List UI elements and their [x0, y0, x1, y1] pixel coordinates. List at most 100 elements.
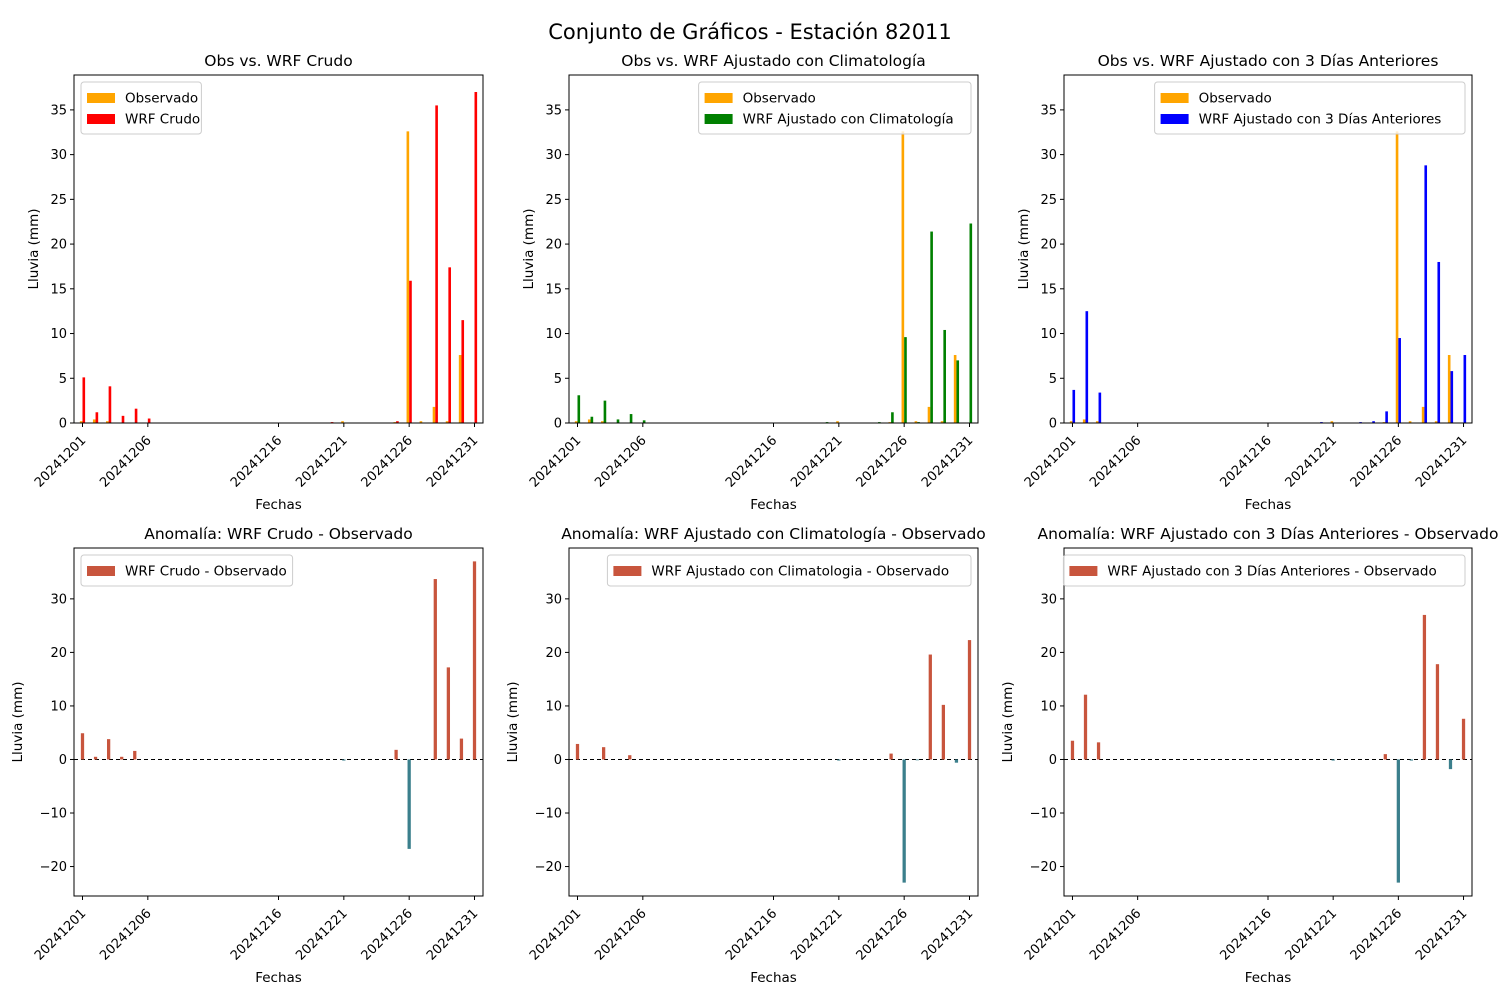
- bar: [342, 759, 346, 761]
- bar: [1422, 614, 1427, 760]
- y-axis-label: Lluvia (mm): [1016, 209, 1032, 290]
- bar: [577, 395, 581, 423]
- y-tick-label: 10: [1040, 699, 1057, 714]
- bar: [92, 419, 96, 423]
- bar: [928, 654, 932, 760]
- subplot-title: Anomalía: WRF Crudo - Observado: [144, 525, 413, 543]
- y-tick-label: 10: [50, 327, 67, 342]
- y-tick-label: 35: [545, 103, 562, 118]
- y-axis-label: Lluvia (mm): [10, 682, 26, 763]
- legend-swatch: [1160, 93, 1189, 103]
- bar: [1095, 421, 1099, 423]
- y-tick-label: 5: [59, 372, 67, 387]
- y-tick-label: 35: [1040, 103, 1057, 118]
- bar: [1409, 759, 1414, 761]
- x-axis-label: Fechas: [750, 970, 797, 986]
- bar: [1421, 406, 1425, 423]
- bar: [967, 640, 972, 760]
- bar: [1096, 742, 1101, 760]
- legend-swatch: [613, 566, 642, 576]
- bar: [837, 759, 841, 761]
- y-tick-label: 15: [545, 282, 562, 297]
- bar: [914, 421, 918, 423]
- y-tick-label: 5: [1049, 372, 1057, 387]
- subplot-title: Obs vs. WRF Crudo: [204, 52, 352, 70]
- legend-label: Observado: [743, 91, 816, 107]
- y-tick-label: 20: [545, 238, 562, 253]
- bar: [902, 759, 906, 883]
- y-tick-label: 30: [1040, 592, 1057, 607]
- y-tick-label: 10: [50, 699, 67, 714]
- bar: [1072, 389, 1076, 423]
- legend-label: Observado: [125, 91, 198, 107]
- subplot-title: Obs vs. WRF Ajustado con Climatología: [621, 52, 926, 70]
- legend-box: [1154, 81, 1466, 135]
- bar: [79, 421, 83, 423]
- y-tick-label: 0: [59, 753, 67, 768]
- bar: [406, 131, 410, 423]
- bar: [642, 420, 646, 423]
- bar: [915, 759, 919, 761]
- bar: [82, 377, 86, 423]
- y-tick-label: −20: [40, 860, 67, 875]
- bar: [1463, 355, 1467, 423]
- legend: WRF Ajustado con 3 Días Anteriores - Obs…: [1062, 554, 1466, 587]
- bar: [953, 355, 957, 423]
- y-tick-label: 0: [1049, 417, 1057, 432]
- legend-box: [80, 554, 294, 587]
- bar: [1082, 419, 1086, 423]
- bar: [472, 561, 477, 760]
- y-tick-label: 15: [50, 282, 67, 297]
- figure-title: Conjunto de Gráficos - Estación 82011: [548, 20, 952, 44]
- legend-swatch: [704, 114, 733, 124]
- y-tick-label: 35: [50, 103, 67, 118]
- bar: [93, 756, 98, 760]
- bar: [1083, 694, 1088, 760]
- y-tick-label: −10: [535, 807, 562, 822]
- bar: [1396, 759, 1400, 883]
- legend-swatch: [87, 566, 115, 576]
- x-axis-label: Fechas: [1245, 497, 1292, 513]
- bar: [941, 704, 946, 760]
- x-axis-label: Fechas: [255, 497, 302, 513]
- bar: [419, 421, 423, 423]
- bar: [95, 412, 99, 423]
- bar: [106, 421, 109, 423]
- bar: [956, 360, 960, 423]
- bar: [446, 667, 451, 760]
- legend-label: WRF Ajustado con 3 Días Anteriores: [1199, 112, 1442, 128]
- y-tick-label: −10: [40, 807, 67, 822]
- y-tick-label: −20: [1030, 860, 1057, 875]
- bar: [590, 416, 594, 423]
- subplot-title: Obs vs. WRF Ajustado con 3 Días Anterior…: [1098, 52, 1439, 70]
- legend-box: [1062, 554, 1466, 587]
- bar: [1424, 165, 1428, 424]
- legend: Observado WRF Ajustado con Climatología: [698, 81, 972, 135]
- bar: [474, 91, 478, 423]
- bar: [1069, 421, 1073, 423]
- y-tick-label: 25: [1040, 193, 1057, 208]
- y-tick-label: 0: [1049, 753, 1057, 768]
- bar: [407, 759, 411, 849]
- bar: [1435, 664, 1440, 760]
- bar: [836, 421, 839, 423]
- y-tick-label: 10: [1040, 327, 1057, 342]
- x-axis-label: Fechas: [255, 970, 302, 986]
- bar: [1372, 421, 1375, 423]
- bar: [1331, 759, 1335, 761]
- bar: [106, 739, 111, 760]
- bar: [1383, 754, 1387, 760]
- bar: [954, 759, 959, 763]
- bar: [1408, 421, 1412, 423]
- bar: [409, 280, 412, 423]
- y-tick-label: 25: [50, 193, 67, 208]
- bar: [108, 386, 112, 423]
- y-axis-label: Lluvia (mm): [26, 209, 42, 290]
- subplot-title: Anomalía: WRF Ajustado con 3 Días Anteri…: [1038, 525, 1499, 543]
- y-tick-label: 20: [1040, 238, 1057, 253]
- bar: [901, 131, 905, 423]
- bar: [943, 329, 946, 423]
- bar: [1437, 261, 1441, 423]
